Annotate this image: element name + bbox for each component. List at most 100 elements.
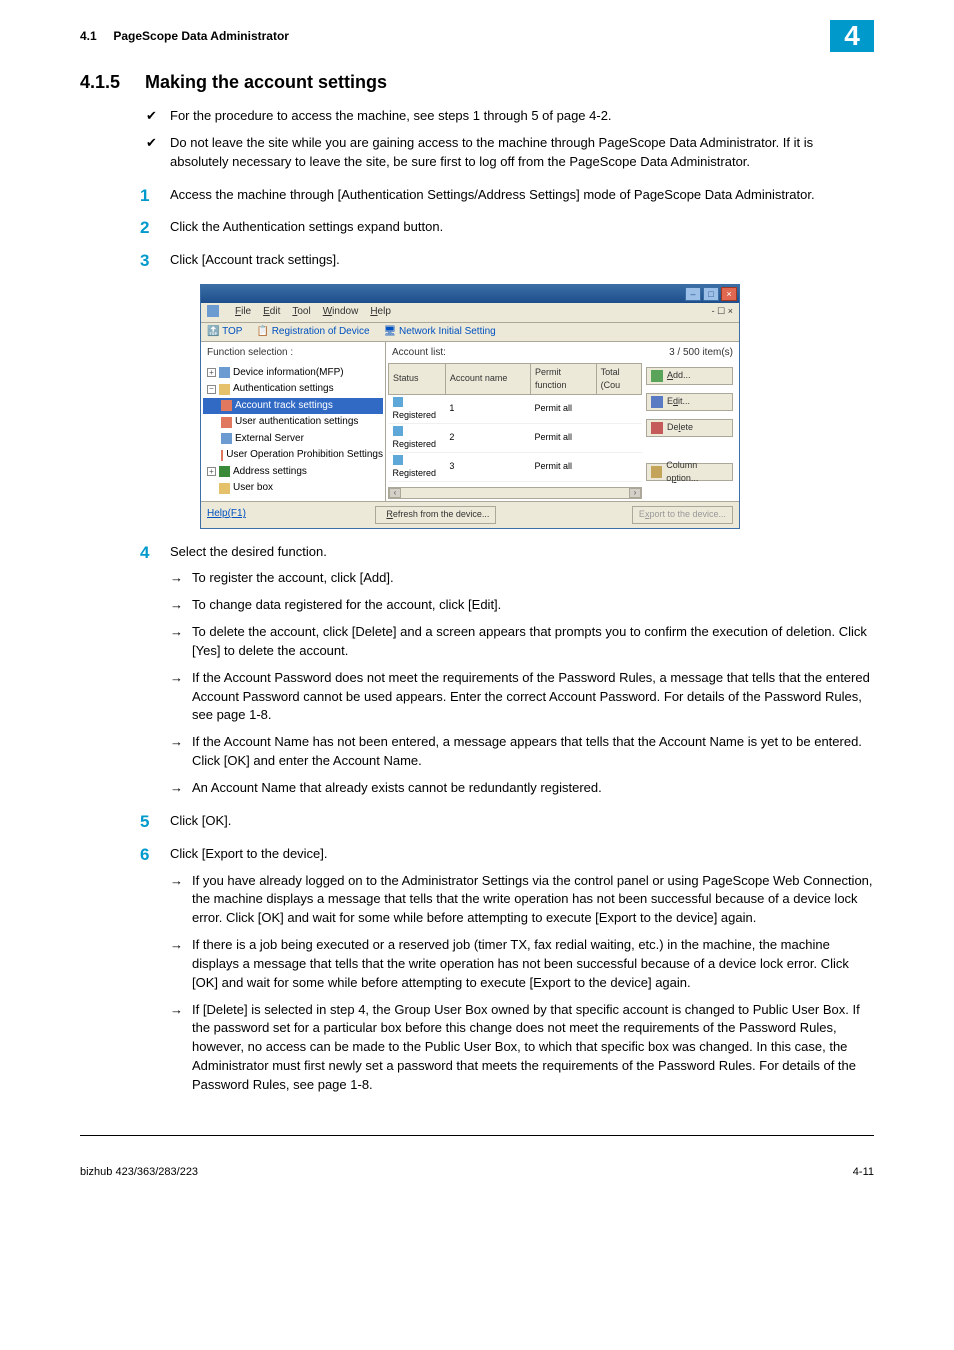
refresh-button[interactable]: Refresh from the device... (375, 506, 496, 524)
sub-item: To register the account, click [Add]. (170, 569, 874, 588)
sub-item: If there is a job being executed or a re… (170, 936, 874, 993)
menu-edit[interactable]: Edit (263, 305, 280, 320)
menu-file[interactable]: File (235, 305, 251, 320)
col-total[interactable]: Total (Cou (596, 363, 641, 394)
horizontal-scrollbar[interactable]: ‹ › (388, 487, 642, 499)
account-table: Status Account name Permit function Tota… (388, 363, 642, 482)
step4-sublist: To register the account, click [Add]. To… (170, 569, 874, 797)
export-button[interactable]: Export to the device... (632, 506, 733, 524)
tree-node-user-auth[interactable]: User authentication settings (203, 414, 383, 431)
sub-toolbar: 🔝 TOP 📋 Registration of Device 🖥 Network… (201, 323, 739, 343)
step-number: 4 (140, 541, 149, 566)
subbar-registration[interactable]: 📋 Registration of Device (256, 325, 369, 340)
menu-bar: File Edit Tool Window Help - ☐ × (201, 303, 739, 323)
column-option-button[interactable]: Column option... (646, 463, 733, 481)
section-ref: 4.1 (80, 29, 97, 43)
prelim-item: For the procedure to access the machine,… (140, 107, 874, 126)
sub-item: If the Account Password does not meet th… (170, 669, 874, 726)
edit-icon (651, 396, 663, 408)
table-row[interactable]: Registered1Permit all (389, 394, 642, 423)
scroll-right-button[interactable]: › (629, 488, 641, 498)
steps-list: 1 Access the machine through [Authentica… (140, 186, 874, 1095)
step6-sublist: If you have already logged on to the Adm… (170, 872, 874, 1095)
step-item: 3 Click [Account track settings]. – □ × … (140, 251, 874, 528)
section-heading-title: Making the account settings (145, 72, 387, 92)
table-row[interactable]: Registered2Permit all (389, 423, 642, 452)
step-text: Click [OK]. (170, 813, 231, 828)
menu-window[interactable]: Window (323, 305, 359, 320)
footer-page: 4-11 (853, 1166, 874, 1178)
delete-button[interactable]: Delete (646, 419, 733, 437)
page-header: 4.1 PageScope Data Administrator 4 (80, 20, 874, 52)
step-item: 6 Click [Export to the device]. If you h… (140, 845, 874, 1095)
step-number: 1 (140, 184, 149, 209)
tree-node-address-settings[interactable]: +Address settings (203, 464, 383, 481)
sub-item: If you have already logged on to the Adm… (170, 872, 874, 929)
function-tree-pane: Function selection : +Device information… (201, 342, 386, 501)
col-status[interactable]: Status (389, 363, 446, 394)
section-name: PageScope Data Administrator (113, 29, 289, 43)
subbar-network[interactable]: 🖥 Network Initial Setting (384, 325, 496, 340)
bottom-bar: Help(F1) Refresh from the device... Expo… (201, 501, 739, 528)
app-screenshot: – □ × File Edit Tool Window Help - ☐ × (200, 284, 874, 529)
add-button[interactable]: Add... (646, 367, 733, 385)
close-button[interactable]: × (721, 287, 737, 301)
tree-node-account-track[interactable]: Account track settings (203, 398, 383, 415)
step-text: Click [Account track settings]. (170, 252, 340, 267)
registered-icon (393, 426, 403, 436)
account-icon (221, 400, 232, 411)
step-number: 3 (140, 249, 149, 274)
registered-icon (393, 397, 403, 407)
step-text: Select the desired function. (170, 544, 327, 559)
sub-item: To change data registered for the accoun… (170, 596, 874, 615)
sub-item: If the Account Name has not been entered… (170, 733, 874, 771)
mdi-controls[interactable]: - ☐ × (403, 305, 733, 320)
column-icon (651, 466, 662, 478)
sub-item: If [Delete] is selected in step 4, the G… (170, 1001, 874, 1095)
chapter-badge: 4 (830, 20, 874, 52)
page-footer: bizhub 423/363/283/223 4-11 (80, 1135, 874, 1178)
registered-icon (393, 455, 403, 465)
account-list-label: Account list: (392, 346, 446, 361)
table-row[interactable]: Registered3Permit all (389, 452, 642, 481)
help-link[interactable]: Help(F1) (207, 507, 246, 522)
menu-help[interactable]: Help (370, 305, 391, 320)
maximize-button[interactable]: □ (703, 287, 719, 301)
step-text: Access the machine through [Authenticati… (170, 187, 815, 202)
prelim-list: For the procedure to access the machine,… (140, 107, 874, 172)
add-icon (651, 370, 663, 382)
window-titlebar: – □ × (201, 285, 739, 303)
account-list-pane: Account list: 3 / 500 item(s) Stat (386, 342, 739, 501)
col-account-name[interactable]: Account name (445, 363, 530, 394)
tree-node-external-server[interactable]: External Server (203, 431, 383, 448)
tree-node-auth-settings[interactable]: −Authentication settings (203, 381, 383, 398)
edit-button[interactable]: Edit... (646, 393, 733, 411)
tree-node-user-op-prohibit[interactable]: User Operation Prohibition Settings (203, 447, 383, 464)
folder-icon (219, 384, 230, 395)
subbar-top[interactable]: 🔝 TOP (207, 325, 242, 340)
tree-node-device-info[interactable]: +Device information(MFP) (203, 365, 383, 382)
address-icon (219, 466, 230, 477)
step-text: Click [Export to the device]. (170, 846, 328, 861)
function-selection-label: Function selection : (203, 344, 383, 363)
step-text: Click the Authentication settings expand… (170, 219, 443, 234)
server-icon (221, 433, 232, 444)
col-permit-function[interactable]: Permit function (530, 363, 596, 394)
scroll-left-button[interactable]: ‹ (389, 488, 401, 498)
step-item: 1 Access the machine through [Authentica… (140, 186, 874, 205)
prohibit-icon (221, 450, 223, 461)
step-number: 5 (140, 810, 149, 835)
sub-item: An Account Name that already exists cann… (170, 779, 874, 798)
step-item: 2 Click the Authentication settings expa… (140, 218, 874, 237)
step-number: 2 (140, 216, 149, 241)
minimize-button[interactable]: – (685, 287, 701, 301)
menu-tool[interactable]: Tool (292, 305, 310, 320)
function-tree: +Device information(MFP) −Authentication… (203, 363, 383, 499)
section-heading: 4.1.5 Making the account settings (80, 72, 874, 93)
step-number: 6 (140, 843, 149, 868)
box-icon (219, 483, 230, 494)
tree-node-user-box[interactable]: User box (203, 480, 383, 497)
step-item: 5 Click [OK]. (140, 812, 874, 831)
user-icon (221, 417, 232, 428)
account-count-label: 3 / 500 item(s) (669, 346, 733, 361)
